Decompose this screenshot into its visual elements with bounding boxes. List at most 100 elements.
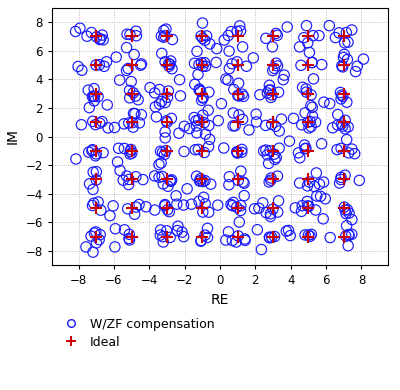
Point bbox=[241, 193, 248, 199]
Point bbox=[270, 62, 276, 68]
Point bbox=[326, 101, 333, 107]
Point bbox=[132, 211, 138, 217]
Point bbox=[126, 87, 133, 94]
Point bbox=[77, 25, 83, 31]
Point bbox=[238, 149, 245, 156]
Point bbox=[305, 40, 311, 46]
Point bbox=[352, 151, 358, 157]
Point bbox=[93, 148, 100, 154]
Point bbox=[128, 90, 135, 97]
Point bbox=[344, 136, 350, 143]
Point bbox=[312, 207, 319, 213]
Point bbox=[206, 122, 212, 129]
Point bbox=[270, 234, 276, 240]
Point bbox=[229, 202, 236, 209]
Point bbox=[225, 32, 232, 39]
Point bbox=[90, 200, 97, 206]
Point bbox=[131, 51, 137, 58]
Point bbox=[338, 174, 344, 181]
Point bbox=[236, 80, 242, 87]
Point bbox=[165, 88, 172, 94]
Point bbox=[96, 62, 102, 68]
Point bbox=[86, 149, 92, 155]
Point bbox=[298, 122, 305, 128]
Point bbox=[348, 231, 355, 238]
Point bbox=[93, 33, 100, 39]
Point bbox=[168, 178, 174, 184]
Point bbox=[218, 101, 225, 107]
Point bbox=[270, 90, 276, 97]
Point bbox=[124, 31, 130, 37]
Point bbox=[342, 233, 349, 239]
Point bbox=[266, 179, 272, 185]
Point bbox=[180, 234, 187, 240]
Point bbox=[234, 176, 241, 183]
Point bbox=[93, 240, 100, 246]
Point bbox=[93, 168, 100, 175]
Point bbox=[332, 34, 339, 41]
Point bbox=[162, 203, 168, 209]
Point bbox=[309, 59, 315, 66]
Point bbox=[157, 227, 164, 233]
Point bbox=[345, 243, 351, 249]
Point bbox=[128, 148, 135, 154]
Point bbox=[230, 110, 236, 116]
Point bbox=[236, 23, 243, 29]
Point bbox=[230, 123, 236, 129]
Point bbox=[181, 123, 188, 129]
Point bbox=[343, 211, 349, 217]
Point bbox=[198, 238, 204, 244]
Point bbox=[128, 119, 135, 125]
Point bbox=[342, 207, 348, 213]
Point bbox=[91, 98, 97, 104]
Point bbox=[234, 90, 241, 97]
Point bbox=[128, 176, 135, 183]
Point bbox=[198, 60, 205, 66]
Point bbox=[234, 148, 241, 154]
Point bbox=[192, 81, 198, 87]
Point bbox=[177, 93, 184, 99]
Point bbox=[152, 90, 158, 96]
Point bbox=[322, 196, 328, 202]
Point bbox=[165, 183, 171, 190]
Point bbox=[271, 151, 277, 157]
Point bbox=[272, 234, 278, 240]
X-axis label: RE: RE bbox=[211, 293, 229, 307]
Point bbox=[93, 90, 100, 97]
Point bbox=[203, 33, 210, 39]
Point bbox=[274, 209, 281, 215]
Point bbox=[206, 209, 212, 215]
Point bbox=[340, 64, 346, 70]
Point bbox=[91, 93, 98, 99]
Point bbox=[250, 55, 256, 61]
Point bbox=[254, 227, 260, 233]
Point bbox=[169, 66, 175, 72]
Point bbox=[167, 177, 173, 184]
Point bbox=[318, 141, 325, 147]
Point bbox=[159, 149, 166, 155]
Point bbox=[93, 34, 100, 40]
Point bbox=[158, 160, 164, 166]
Point bbox=[160, 234, 166, 240]
Point bbox=[263, 147, 269, 153]
Point bbox=[125, 66, 131, 72]
Point bbox=[273, 154, 280, 161]
Point bbox=[226, 66, 232, 72]
Point bbox=[348, 27, 355, 33]
Point bbox=[194, 130, 200, 136]
Point bbox=[164, 90, 170, 97]
Point bbox=[268, 234, 275, 240]
Point bbox=[234, 205, 241, 211]
Point bbox=[334, 147, 340, 153]
Point bbox=[232, 122, 238, 129]
Point bbox=[89, 148, 95, 154]
Point bbox=[237, 28, 244, 34]
Point bbox=[79, 67, 85, 73]
Point bbox=[262, 122, 269, 129]
Point bbox=[128, 205, 135, 211]
Point bbox=[198, 238, 204, 244]
Point bbox=[238, 202, 244, 209]
Point bbox=[91, 85, 97, 92]
Point bbox=[153, 114, 160, 120]
Point bbox=[161, 151, 168, 158]
